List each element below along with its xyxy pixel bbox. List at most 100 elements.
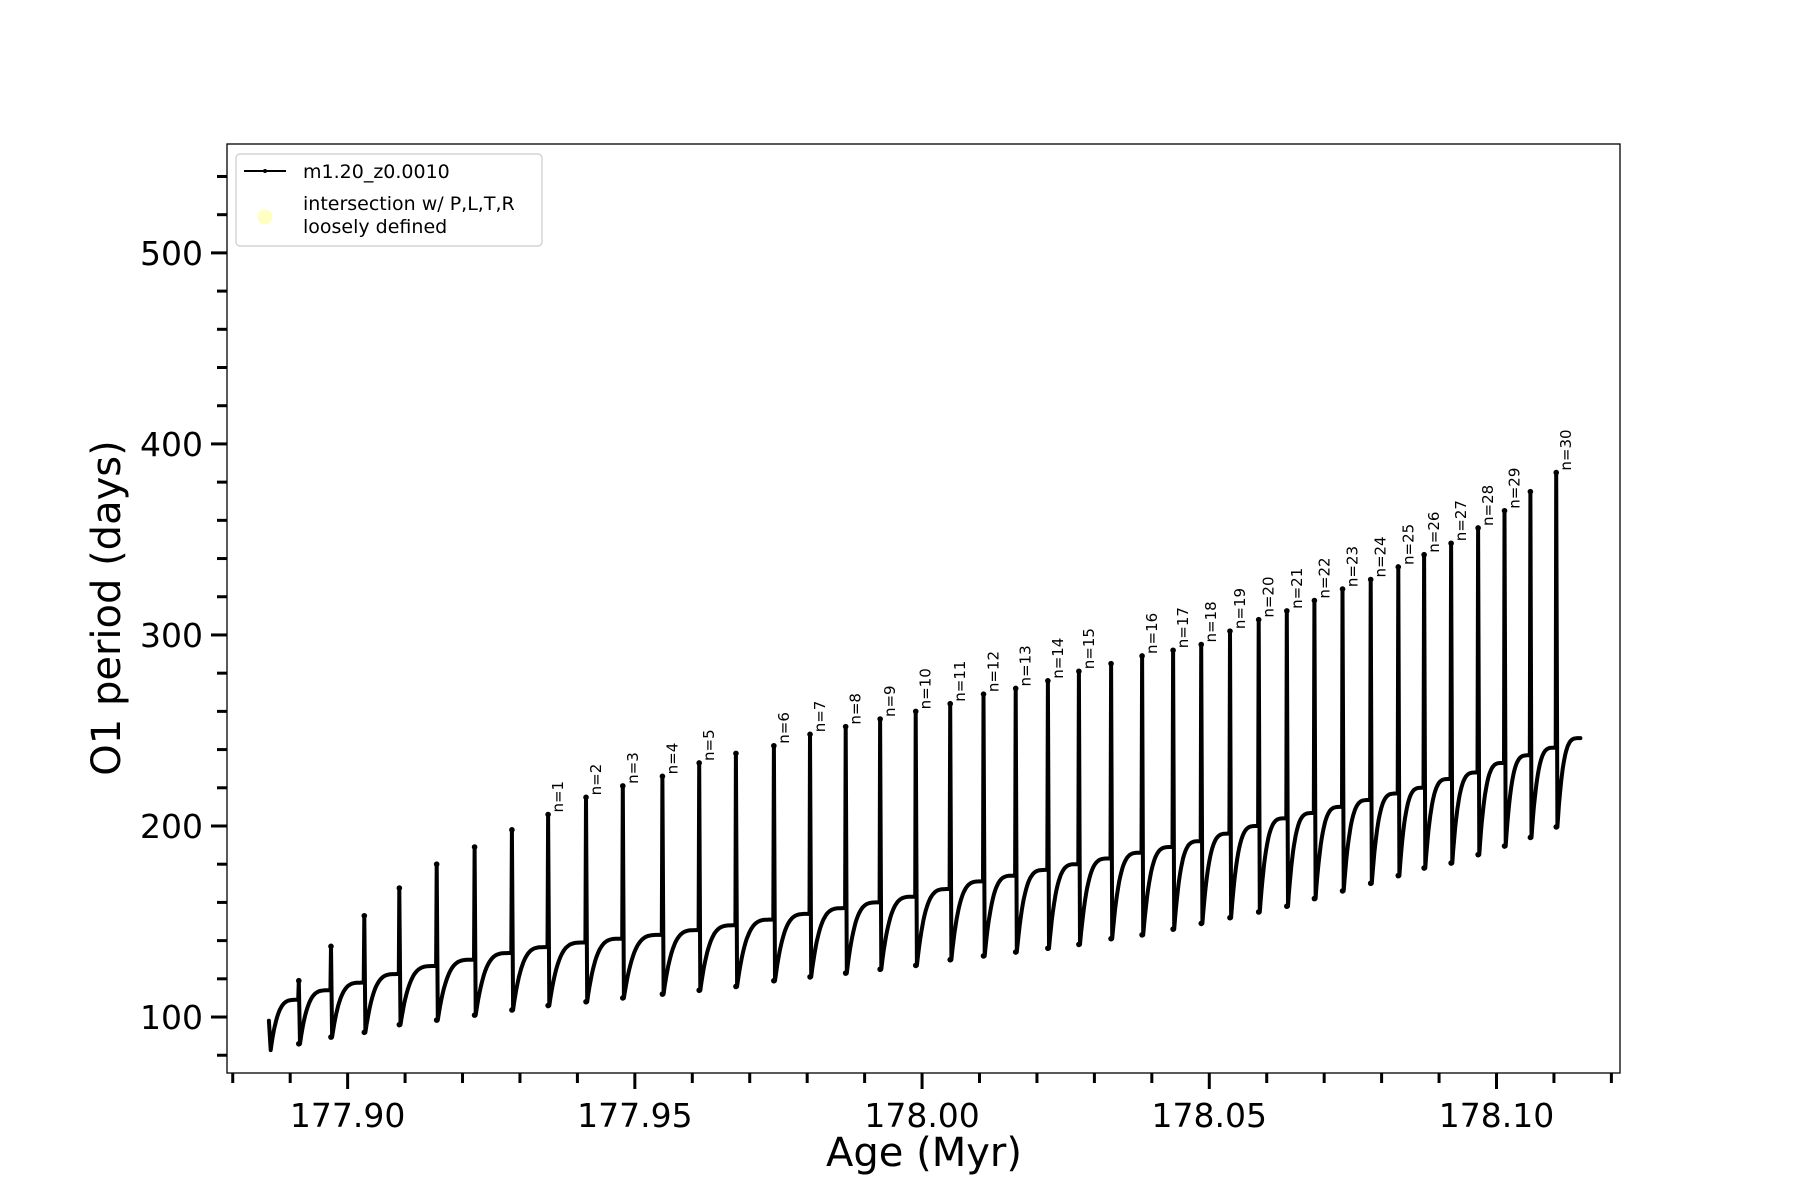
cycle-label: n=6 bbox=[775, 712, 793, 744]
cycle-label: n=8 bbox=[847, 693, 865, 725]
cycle-label: n=4 bbox=[663, 743, 681, 775]
spike-trough-point bbox=[1527, 834, 1534, 841]
spike-trough-point bbox=[1395, 872, 1402, 879]
y-tick-label: 400 bbox=[140, 425, 203, 464]
spike-trough-point bbox=[696, 987, 702, 994]
spike-trough-point bbox=[396, 1021, 403, 1028]
legend-marker-dot bbox=[263, 169, 267, 173]
spike-peak-point bbox=[1227, 628, 1233, 634]
y-tick-label: 100 bbox=[140, 998, 203, 1037]
cycle-label: n=1 bbox=[549, 781, 567, 813]
cycle-label: n=12 bbox=[985, 651, 1003, 692]
spike-trough-point bbox=[1448, 860, 1454, 866]
spike-peak-point bbox=[1553, 469, 1560, 476]
spike-peak-point bbox=[1255, 616, 1262, 623]
spike-trough-point bbox=[1475, 851, 1481, 858]
legend: m1.20_z0.0010 intersection w/ P,L,T,R lo… bbox=[235, 153, 543, 247]
spike-peak-point bbox=[733, 750, 739, 757]
spike-peak-point bbox=[296, 977, 302, 984]
legend-label-intersection-line2: loosely defined bbox=[303, 216, 447, 238]
spike-trough-point bbox=[328, 1034, 334, 1040]
x-tick-label: 177.95 bbox=[577, 1096, 692, 1135]
spike-trough-point bbox=[619, 995, 626, 1001]
spike-peak-point bbox=[545, 811, 551, 818]
spike-peak-point bbox=[1475, 525, 1481, 531]
spike-peak-point bbox=[1339, 586, 1346, 592]
spike-peak-point bbox=[1284, 608, 1290, 614]
spike-trough-point bbox=[807, 974, 813, 980]
x-tick-label: 178.00 bbox=[864, 1096, 979, 1135]
cycle-label: n=28 bbox=[1479, 485, 1497, 526]
cycle-label: n=22 bbox=[1315, 557, 1333, 598]
x-tick-label: 178.05 bbox=[1152, 1096, 1267, 1135]
x-tick-label: 178.10 bbox=[1439, 1096, 1554, 1135]
spike-peak-point bbox=[1108, 660, 1114, 667]
spike-trough-point bbox=[1170, 926, 1176, 932]
spike-peak-point bbox=[1367, 576, 1374, 583]
cycle-label: n=11 bbox=[951, 661, 969, 702]
legend-frame bbox=[235, 153, 543, 247]
series-line bbox=[266, 470, 1583, 1053]
cycle-label: n=13 bbox=[1017, 645, 1035, 686]
cycle-label: n=29 bbox=[1506, 468, 1524, 509]
cycle-label: n=5 bbox=[700, 729, 718, 761]
spike-peak-point bbox=[1421, 551, 1427, 558]
cycle-label: n=27 bbox=[1452, 500, 1470, 541]
cycle-label: n=24 bbox=[1372, 536, 1390, 577]
spike-peak-point bbox=[509, 827, 515, 833]
spike-peak-point bbox=[583, 794, 589, 801]
cycle-label: n=21 bbox=[1288, 568, 1306, 609]
spike-peak-point bbox=[696, 760, 702, 766]
cycle-label: n=9 bbox=[881, 685, 899, 717]
cycle-label: n=16 bbox=[1143, 613, 1161, 654]
spike-peak-point bbox=[1198, 641, 1205, 648]
cycle-label: n=15 bbox=[1080, 628, 1098, 669]
cycle-label: n=17 bbox=[1174, 607, 1192, 648]
spike-trough-point bbox=[1227, 914, 1233, 921]
spike-trough-point bbox=[433, 1017, 440, 1023]
spike-trough-point bbox=[583, 998, 589, 1005]
spike-trough-point bbox=[296, 1040, 302, 1047]
cycle-label: n=3 bbox=[624, 752, 642, 784]
spike-peak-point bbox=[1311, 597, 1318, 604]
spike-peak-point bbox=[433, 861, 440, 867]
y-axis-label: O1 period (days) bbox=[84, 440, 130, 775]
y-tick-label: 500 bbox=[140, 234, 203, 273]
spike-trough-point bbox=[1367, 880, 1374, 887]
spike-trough-point bbox=[1255, 909, 1262, 915]
spike-trough-point bbox=[361, 1029, 368, 1036]
spike-peak-point bbox=[1076, 668, 1082, 675]
spike-trough-point bbox=[842, 970, 849, 976]
legend-marker-intersection bbox=[257, 209, 273, 225]
spike-trough-point bbox=[509, 1007, 515, 1013]
spike-trough-point bbox=[912, 962, 919, 969]
spike-peak-point bbox=[877, 716, 883, 722]
spike-trough-point bbox=[1198, 920, 1205, 927]
spike-peak-point bbox=[842, 723, 849, 730]
x-tick-label: 177.90 bbox=[290, 1096, 405, 1135]
y-axis-ticks: 100 200 300 400 500 bbox=[140, 174, 227, 1057]
spike-peak-point bbox=[1448, 540, 1454, 547]
series-m1.20_z0.0010 bbox=[266, 469, 1583, 1053]
spike-trough-point bbox=[1339, 888, 1346, 894]
cycle-label: n=30 bbox=[1557, 429, 1575, 470]
spike-trough-point bbox=[733, 983, 739, 990]
spike-peak-point bbox=[912, 708, 919, 715]
spike-trough-point bbox=[947, 956, 954, 963]
spike-trough-point bbox=[1139, 932, 1145, 938]
cycle-label: n=25 bbox=[1399, 524, 1417, 565]
spike-trough-point bbox=[471, 1012, 478, 1018]
spike-peak-point bbox=[1395, 564, 1402, 570]
spike-peak-point bbox=[659, 773, 666, 780]
cycle-label: n=18 bbox=[1202, 601, 1220, 642]
spike-peak-point bbox=[1170, 647, 1176, 654]
spike-trough-point bbox=[545, 1002, 551, 1009]
spike-trough-point bbox=[1012, 949, 1019, 955]
spike-peak-point bbox=[947, 700, 954, 707]
spike-peak-point bbox=[619, 783, 626, 789]
spike-peak-point bbox=[1501, 507, 1508, 514]
spike-trough-point bbox=[1284, 903, 1290, 910]
spike-peak-point bbox=[1139, 653, 1145, 659]
spike-peak-point bbox=[771, 742, 777, 749]
